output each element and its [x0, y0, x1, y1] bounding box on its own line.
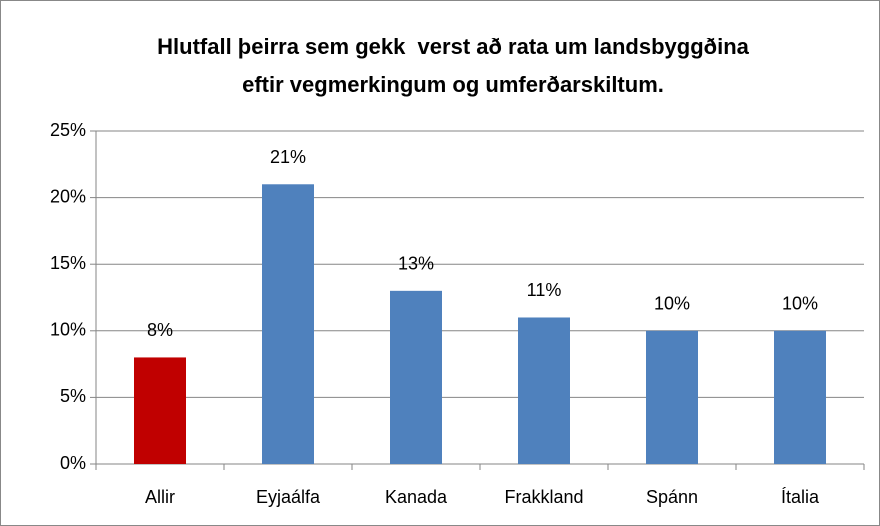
- x-tick-label: Allir: [145, 487, 175, 507]
- data-label: 21%: [270, 147, 306, 167]
- bar: [518, 317, 570, 464]
- chart-title: Hlutfall þeirra sem gekk verst að rata u…: [157, 34, 750, 59]
- y-tick-label: 0%: [60, 453, 86, 473]
- y-tick-label: 20%: [50, 186, 86, 206]
- data-label: 8%: [147, 320, 173, 340]
- data-label: 11%: [527, 280, 562, 300]
- x-tick-label: Frakkland: [504, 487, 583, 507]
- bar: [262, 184, 314, 464]
- bar: [774, 330, 826, 464]
- x-tick-label: Eyjaálfa: [256, 487, 321, 507]
- y-tick-label: 10%: [50, 320, 86, 340]
- bar: [646, 330, 698, 464]
- data-label: 10%: [654, 294, 690, 314]
- x-tick-label: Ítalia: [781, 487, 820, 507]
- bar: [390, 290, 442, 464]
- x-tick-label: Kanada: [385, 487, 448, 507]
- data-label: 13%: [398, 254, 434, 274]
- y-tick-label: 5%: [60, 386, 86, 406]
- data-label: 10%: [782, 294, 818, 314]
- chart-title: eftir vegmerkingum og umferðarskiltum.: [242, 72, 664, 97]
- x-tick-label: Spánn: [646, 487, 698, 507]
- y-tick-label: 25%: [50, 120, 86, 140]
- bar: [134, 357, 186, 464]
- y-tick-label: 15%: [50, 253, 86, 273]
